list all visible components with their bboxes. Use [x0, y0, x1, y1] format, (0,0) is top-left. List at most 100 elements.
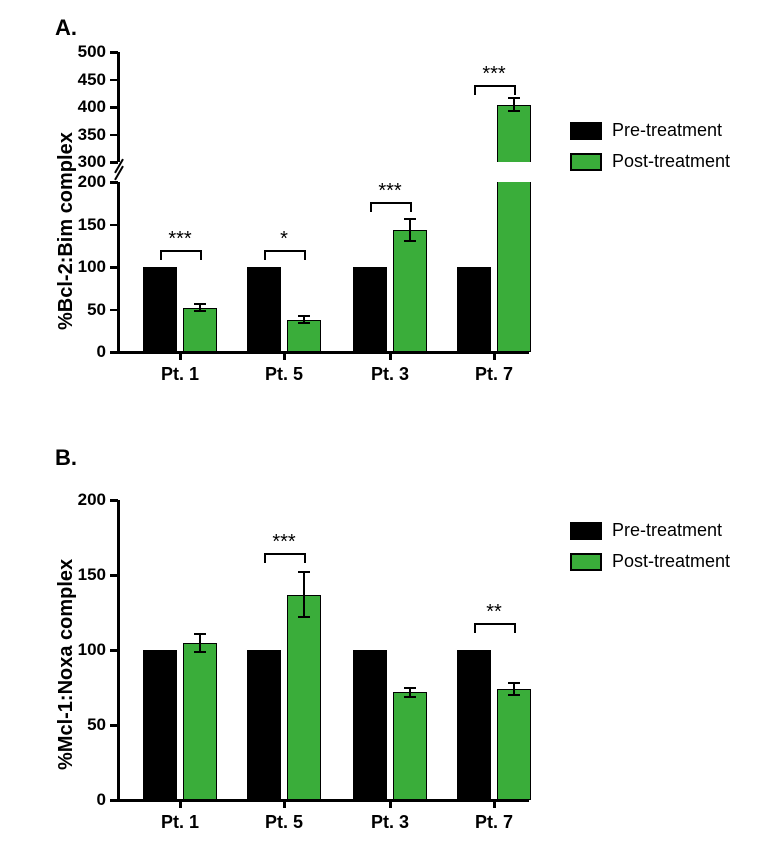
- sig-text: ***: [482, 63, 505, 86]
- bar-pre: [247, 650, 281, 800]
- error-cap: [508, 110, 520, 112]
- bar-post: [287, 320, 321, 352]
- ytick: [110, 499, 118, 502]
- bar-post: [497, 105, 531, 162]
- error-cap: [404, 240, 416, 242]
- bar-post: [393, 230, 427, 352]
- sig-bracket: [514, 623, 516, 633]
- ytick: [110, 724, 118, 727]
- error-cap: [508, 97, 520, 99]
- ytick: [110, 51, 118, 54]
- xtick: [389, 800, 392, 808]
- sig-bracket: [264, 553, 266, 563]
- error-cap: [404, 696, 416, 698]
- sig-bracket: [304, 250, 306, 260]
- bar-pre: [143, 650, 177, 800]
- ylabel-a: %Bcl-2:Bim complex: [55, 132, 78, 330]
- bar-pre: [143, 267, 177, 352]
- legend-label-post: Post-treatment: [612, 551, 730, 572]
- bar-pre: [353, 650, 387, 800]
- legend-item-post: Post-treatment: [570, 151, 730, 172]
- x-category-label: Pt. 3: [350, 364, 430, 385]
- panel-b: B. Pre-treatment Post-treatment 05010015…: [0, 430, 776, 867]
- xtick: [179, 800, 182, 808]
- ytick-label: 400: [56, 97, 106, 117]
- legend-swatch-pre: [570, 122, 602, 140]
- x-category-label: Pt. 7: [454, 364, 534, 385]
- sig-bracket: [410, 202, 412, 212]
- sig-bracket: [200, 250, 202, 260]
- sig-text: ***: [168, 228, 191, 251]
- axis-break-gap: [495, 162, 533, 182]
- x-category-label: Pt. 7: [454, 812, 534, 833]
- ytick: [110, 224, 118, 227]
- ytick: [110, 266, 118, 269]
- legend-b: Pre-treatment Post-treatment: [570, 520, 730, 582]
- ytick-label: 200: [56, 490, 106, 510]
- xtick: [493, 352, 496, 360]
- sig-bracket: [474, 85, 476, 95]
- sig-text: *: [280, 228, 288, 251]
- ytick-label: 0: [56, 342, 106, 362]
- x-category-label: Pt. 1: [140, 812, 220, 833]
- error-cap: [508, 694, 520, 696]
- ytick-label: 500: [56, 42, 106, 62]
- ytick: [110, 649, 118, 652]
- plot-b: 050100150200Pt. 1Pt. 5Pt. 3Pt. 7*****: [118, 500, 528, 800]
- error-cap: [194, 633, 206, 635]
- axis-break-mark: [114, 166, 124, 181]
- x-category-label: Pt. 5: [244, 364, 324, 385]
- ylabel-b: %Mcl-1:Noxa complex: [55, 559, 78, 770]
- xtick: [283, 352, 286, 360]
- sig-text: ***: [378, 180, 401, 203]
- error-cap: [298, 322, 310, 324]
- legend-swatch-post: [570, 553, 602, 571]
- panel-a-label: A.: [55, 15, 77, 41]
- sig-bracket: [514, 85, 516, 95]
- legend-swatch-pre: [570, 522, 602, 540]
- xtick: [493, 800, 496, 808]
- bar-pre: [247, 267, 281, 352]
- ytick: [110, 79, 118, 82]
- error-cap: [298, 616, 310, 618]
- error-cap: [194, 310, 206, 312]
- plot-a: 050100150200300350400450500Pt. 1Pt. 5Pt.…: [118, 52, 528, 352]
- bar-post: [183, 308, 217, 352]
- ytick: [110, 799, 118, 802]
- ytick: [110, 309, 118, 312]
- sig-bracket: [264, 250, 266, 260]
- ytick: [110, 161, 118, 164]
- xtick: [389, 352, 392, 360]
- sig-bracket: [304, 553, 306, 563]
- legend-label-pre: Pre-treatment: [612, 520, 722, 541]
- bar-post: [183, 643, 217, 801]
- legend-item-pre: Pre-treatment: [570, 520, 730, 541]
- x-category-label: Pt. 1: [140, 364, 220, 385]
- ytick: [110, 351, 118, 354]
- sig-text: **: [486, 601, 502, 624]
- panel-a: A. Pre-treatment Post-treatment 05010015…: [0, 0, 776, 430]
- panel-b-label: B.: [55, 445, 77, 471]
- error-cap: [404, 687, 416, 689]
- bar-post: [497, 689, 531, 800]
- error-bar: [513, 98, 515, 111]
- bar-post: [287, 595, 321, 801]
- xtick: [179, 352, 182, 360]
- bar-post: [497, 182, 531, 352]
- sig-bracket: [474, 623, 476, 633]
- error-bar: [199, 634, 201, 652]
- error-cap: [194, 651, 206, 653]
- legend-a: Pre-treatment Post-treatment: [570, 120, 730, 182]
- bar-pre: [457, 267, 491, 352]
- ytick: [110, 106, 118, 109]
- ytick: [110, 181, 118, 184]
- bar-pre: [457, 650, 491, 800]
- ytick: [110, 574, 118, 577]
- x-category-label: Pt. 3: [350, 812, 430, 833]
- legend-item-pre: Pre-treatment: [570, 120, 730, 141]
- legend-label-pre: Pre-treatment: [612, 120, 722, 141]
- bar-post: [393, 692, 427, 800]
- sig-bracket: [160, 250, 162, 260]
- xtick: [283, 800, 286, 808]
- error-cap: [298, 315, 310, 317]
